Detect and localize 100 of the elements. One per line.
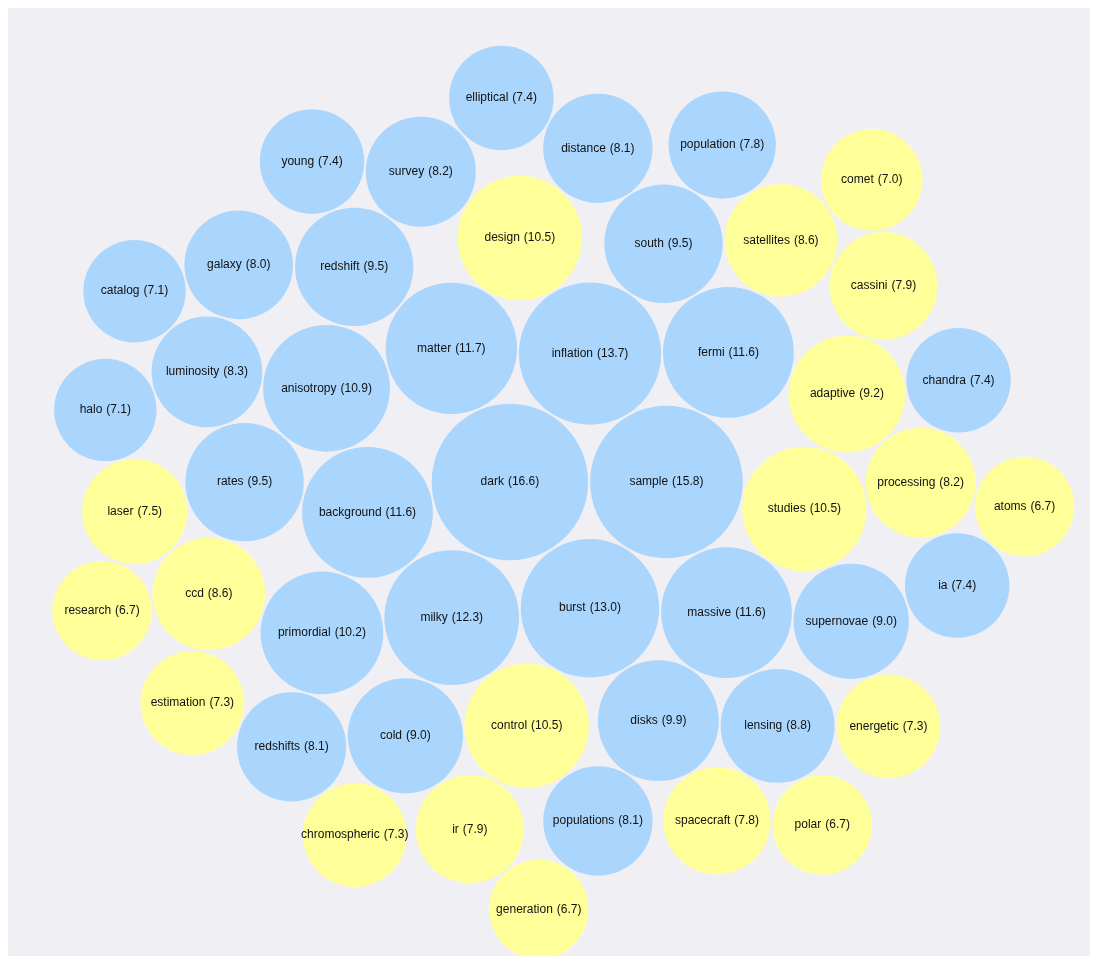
data-label: (9.5) bbox=[363, 259, 389, 274]
data-label: (13.7) bbox=[597, 345, 629, 360]
category-label: studies bbox=[767, 501, 806, 516]
category-label: inflation bbox=[551, 345, 594, 360]
data-label: (8.1) bbox=[618, 813, 643, 828]
category-label: halo bbox=[79, 402, 103, 417]
category-label: elliptical bbox=[465, 90, 509, 105]
category-label: ccd bbox=[185, 586, 204, 601]
data-label: (8.2) bbox=[428, 163, 453, 178]
data-label: (7.9) bbox=[462, 821, 488, 836]
category-label: south bbox=[634, 236, 664, 251]
data-label: (6.7) bbox=[115, 602, 140, 617]
category-label: chromospheric bbox=[301, 827, 380, 842]
category-label: matter bbox=[417, 340, 452, 355]
data-label: (11.6) bbox=[728, 344, 760, 359]
category-label: luminosity bbox=[165, 364, 220, 379]
data-label: (6.7) bbox=[825, 817, 850, 832]
data-label: (6.7) bbox=[1030, 498, 1056, 513]
category-label: young bbox=[281, 153, 315, 168]
data-label: (8.2) bbox=[939, 474, 964, 489]
data-label: (9.5) bbox=[667, 236, 693, 251]
data-label: (11.6) bbox=[735, 604, 766, 619]
category-label: populations bbox=[552, 813, 615, 828]
data-label: (10.5) bbox=[531, 718, 563, 733]
data-label: (8.8) bbox=[786, 718, 811, 733]
category-label: lensing bbox=[744, 718, 783, 733]
data-label: (9.0) bbox=[872, 613, 897, 628]
data-label: (7.1) bbox=[106, 402, 132, 417]
data-label: (7.3) bbox=[902, 718, 928, 733]
data-label: (7.1) bbox=[143, 283, 169, 298]
category-label: comet bbox=[841, 172, 875, 187]
data-label: (11.7) bbox=[455, 340, 486, 355]
category-label: rates bbox=[216, 474, 244, 489]
category-label: cassini bbox=[850, 278, 888, 293]
category-label: primordial bbox=[277, 625, 331, 640]
data-label: (8.0) bbox=[245, 257, 271, 272]
category-label: sample bbox=[629, 474, 669, 489]
data-label: (10.5) bbox=[523, 230, 556, 245]
data-label: (9.0) bbox=[406, 728, 431, 743]
category-label: research bbox=[64, 602, 112, 617]
category-label: distance bbox=[561, 140, 607, 155]
category-label: survey bbox=[388, 163, 425, 178]
category-label: massive bbox=[687, 604, 732, 619]
category-label: estimation bbox=[150, 695, 206, 710]
category-label: redshift bbox=[320, 259, 361, 274]
category-label: catalog bbox=[100, 283, 140, 298]
data-label: (10.9) bbox=[340, 380, 372, 395]
category-label: laser bbox=[107, 503, 134, 518]
data-label: (7.9) bbox=[891, 278, 917, 293]
category-label: satellites bbox=[743, 232, 790, 247]
data-label: (9.9) bbox=[661, 712, 687, 727]
data-label: (6.7) bbox=[556, 901, 582, 916]
category-label: background bbox=[318, 504, 382, 519]
data-label: (16.6) bbox=[507, 474, 540, 489]
category-label: redshifts bbox=[254, 739, 300, 754]
data-label: (7.4) bbox=[512, 90, 538, 105]
category-label: milky bbox=[420, 609, 448, 624]
data-label: (7.4) bbox=[318, 153, 343, 168]
data-label: (9.5) bbox=[247, 474, 273, 489]
category-label: design bbox=[484, 230, 520, 245]
category-label: anisotropy bbox=[281, 380, 337, 395]
data-label: (8.1) bbox=[609, 140, 635, 155]
data-label: (13.0) bbox=[589, 600, 621, 615]
data-label: (7.0) bbox=[877, 172, 903, 187]
category-label: ia bbox=[938, 577, 948, 592]
data-label: (7.4) bbox=[951, 577, 977, 592]
category-label: control bbox=[491, 718, 528, 733]
category-label: energetic bbox=[849, 718, 899, 733]
category-label: fermi bbox=[697, 344, 725, 359]
data-label: (7.5) bbox=[137, 503, 163, 518]
data-label: (7.3) bbox=[383, 827, 409, 842]
category-label: population bbox=[680, 137, 736, 152]
category-label: galaxy bbox=[207, 257, 242, 272]
category-label: disks bbox=[630, 712, 658, 727]
data-label: (15.8) bbox=[672, 474, 704, 489]
data-label: (7.4) bbox=[969, 372, 995, 387]
category-label: generation bbox=[496, 901, 553, 916]
category-label: atoms bbox=[993, 498, 1027, 513]
category-label: processing bbox=[877, 474, 936, 489]
category-label: spacecraft bbox=[674, 813, 732, 828]
category-label: adaptive bbox=[809, 386, 856, 401]
data-label: (10.2) bbox=[334, 625, 366, 640]
data-label: (8.1) bbox=[303, 739, 329, 754]
data-label: (8.6) bbox=[207, 586, 233, 601]
category-label: chandra bbox=[922, 372, 967, 387]
category-label: supernovae bbox=[805, 613, 869, 628]
data-label: (9.2) bbox=[859, 386, 884, 401]
data-label: (7.8) bbox=[739, 137, 765, 152]
category-label: dark bbox=[480, 474, 505, 489]
data-label: (8.6) bbox=[793, 232, 819, 247]
data-label: (7.3) bbox=[209, 695, 235, 710]
category-label: cold bbox=[379, 728, 403, 743]
data-label: (10.5) bbox=[809, 501, 842, 516]
data-label: (12.3) bbox=[451, 609, 484, 624]
category-label: burst bbox=[558, 600, 587, 615]
category-label: ir bbox=[452, 821, 459, 836]
category-label: polar bbox=[794, 817, 822, 832]
data-label: (7.8) bbox=[734, 813, 760, 828]
data-label: (11.6) bbox=[385, 504, 417, 519]
data-label: (8.3) bbox=[223, 364, 248, 379]
